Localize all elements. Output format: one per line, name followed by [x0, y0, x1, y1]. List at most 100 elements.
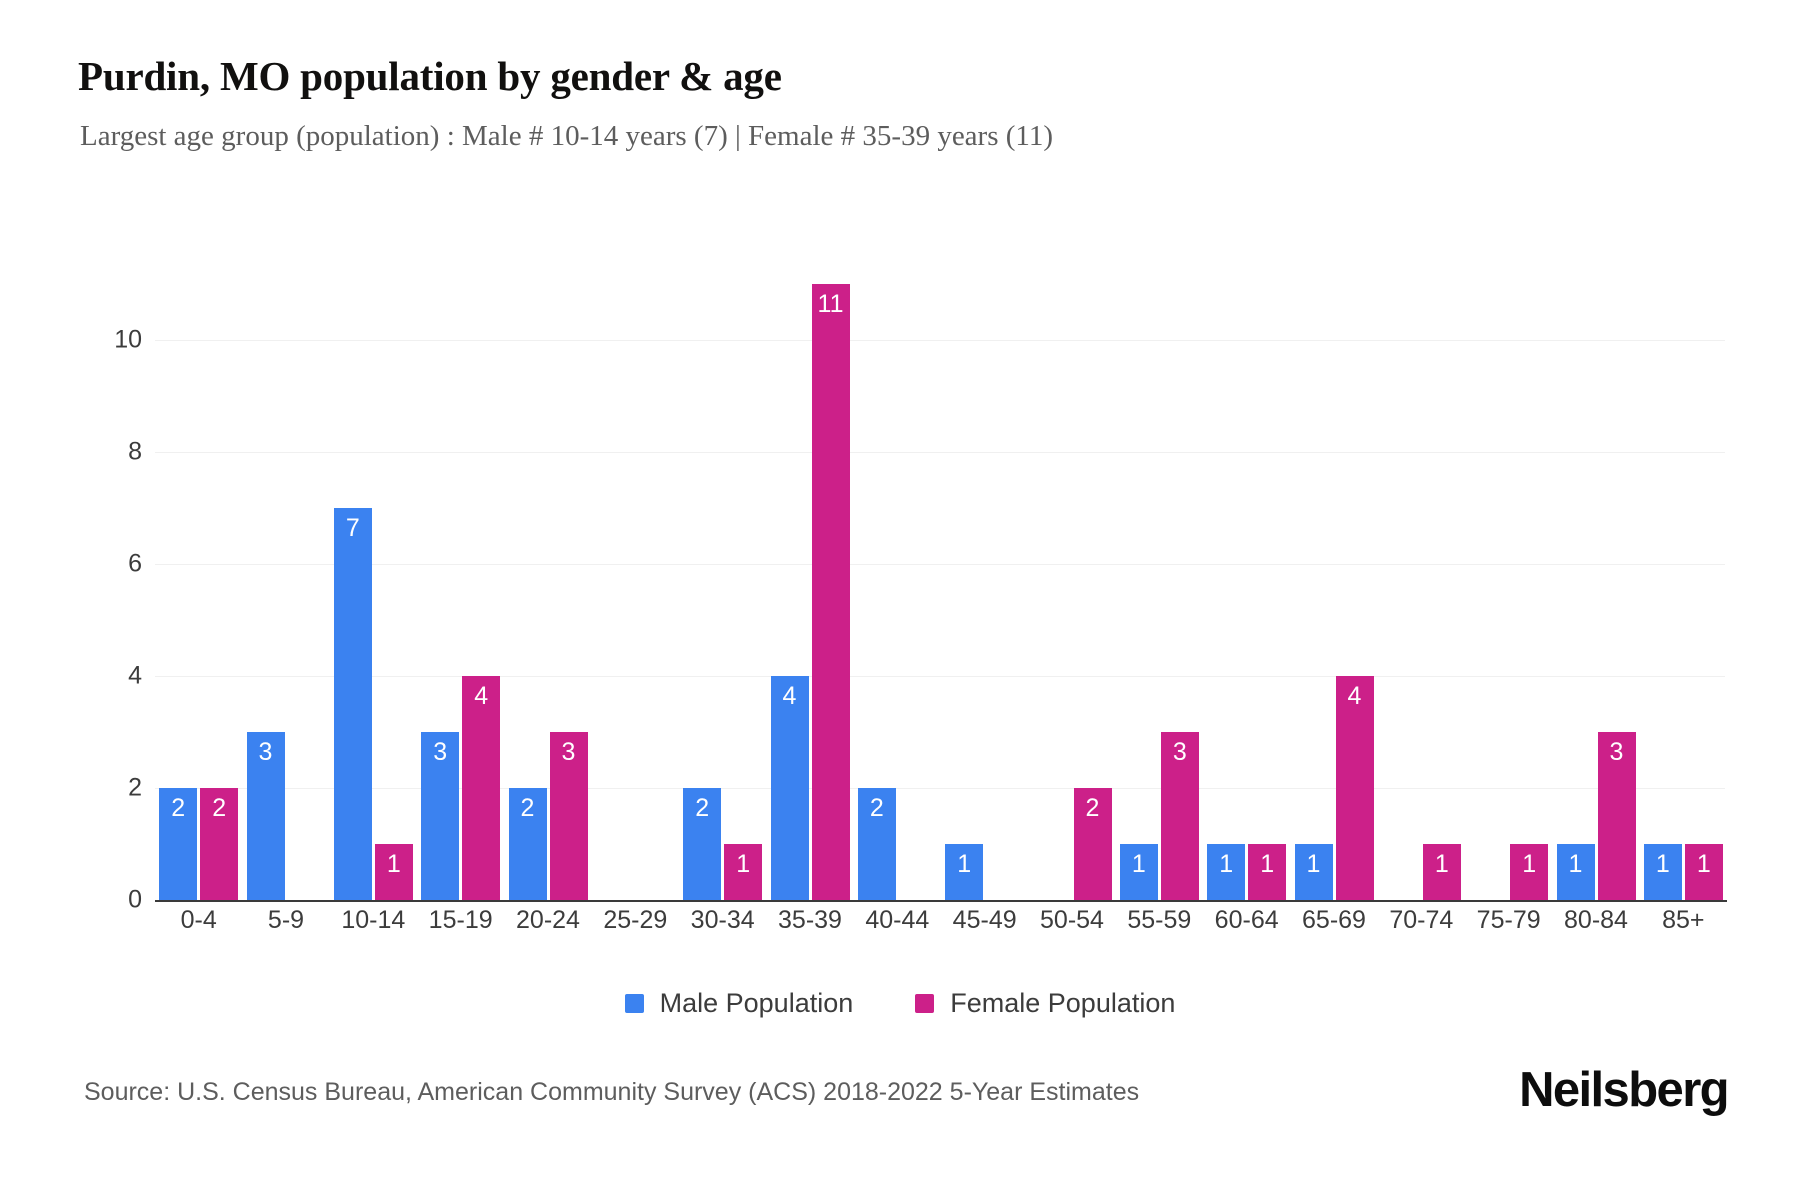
bar-value-label: 7 [345, 513, 360, 542]
legend-item-female[interactable]: Female Population [915, 988, 1175, 1019]
gridline [155, 339, 1725, 341]
bar-value-label: 3 [258, 737, 273, 766]
gridline [155, 563, 1725, 565]
bar-value-label: 1 [957, 849, 972, 878]
bar-value-label: 1 [1306, 849, 1321, 878]
bar-male-45-49[interactable]: 1 [945, 843, 984, 900]
bar-value-label: 4 [782, 681, 797, 710]
x-axis-tick-80-84: 80-84 [1564, 906, 1628, 934]
bar-value-label: 1 [1434, 849, 1449, 878]
x-axis-tick-35-39: 35-39 [778, 906, 842, 934]
x-axis-tick-55-59: 55-59 [1127, 906, 1192, 934]
gridline [155, 675, 1725, 677]
bar-male-35-39[interactable]: 4 [770, 675, 809, 900]
bar-value-label: 3 [1172, 737, 1187, 766]
bar-female-75-79[interactable]: 1 [1510, 843, 1549, 900]
bar-female-0-4[interactable]: 2 [200, 787, 239, 900]
y-axis-tick-label: 8 [128, 437, 142, 466]
x-axis-tick-75-79: 75-79 [1476, 906, 1541, 934]
bar-value-label: 1 [1219, 849, 1234, 878]
bar-value-label: 3 [1609, 737, 1624, 766]
male-swatch-icon [624, 994, 644, 1013]
bar-male-40-44[interactable]: 2 [857, 787, 896, 900]
bar-value-label: 1 [1260, 849, 1275, 878]
x-axis-tick-45-49: 45-49 [952, 906, 1017, 934]
bar-value-label: 4 [1347, 681, 1362, 710]
bar-female-30-34[interactable]: 1 [724, 843, 763, 900]
legend-label-male: Male Population [659, 988, 854, 1018]
bar-female-65-69[interactable]: 4 [1335, 675, 1374, 900]
x-axis-tick-15-19: 15-19 [428, 906, 493, 934]
x-axis-tick-85+: 85+ [1662, 906, 1705, 934]
legend-item-male[interactable]: Male Population [624, 988, 854, 1019]
bar-male-15-19[interactable]: 3 [421, 731, 460, 900]
bar-value-label: 3 [561, 737, 576, 766]
y-axis-tick-label: 0 [128, 885, 142, 914]
bar-female-10-14[interactable]: 1 [374, 843, 413, 900]
bar-value-label: 11 [817, 289, 844, 318]
y-axis-tick-label: 10 [114, 325, 142, 354]
bar-female-70-74[interactable]: 1 [1422, 843, 1461, 900]
y-axis-tick-label: 2 [128, 773, 142, 802]
legend-label-female: Female Population [950, 988, 1176, 1018]
x-axis-tick-30-34: 30-34 [690, 906, 755, 934]
gridline [155, 451, 1725, 453]
bar-value-label: 1 [1522, 849, 1537, 878]
bar-female-55-59[interactable]: 3 [1160, 731, 1199, 900]
x-axis-tick-10-14: 10-14 [341, 906, 406, 934]
bar-female-20-24[interactable]: 3 [549, 731, 588, 900]
bar-value-label: 2 [212, 793, 227, 822]
bar-value-label: 2 [869, 793, 884, 822]
bar-value-label: 2 [171, 793, 186, 822]
bar-male-80-84[interactable]: 1 [1556, 843, 1595, 900]
bar-value-label: 1 [1131, 849, 1146, 878]
bar-male-10-14[interactable]: 7 [333, 507, 372, 900]
bar-male-85+[interactable]: 1 [1643, 843, 1682, 900]
bar-male-60-64[interactable]: 1 [1207, 843, 1246, 900]
bar-male-30-34[interactable]: 2 [683, 787, 722, 900]
x-axis-tick-60-64: 60-64 [1214, 906, 1279, 934]
chart-legend: Male Population Female Population [0, 988, 1800, 1019]
x-axis-tick-5-9: 5-9 [267, 906, 305, 934]
bar-male-55-59[interactable]: 1 [1119, 843, 1158, 900]
brand-logo: Neilsberg [1519, 1063, 1730, 1117]
bar-female-85+[interactable]: 1 [1684, 843, 1723, 900]
x-axis-tick-20-24: 20-24 [516, 906, 580, 934]
gridline [155, 787, 1725, 789]
bar-female-60-64[interactable]: 1 [1248, 843, 1287, 900]
bar-female-15-19[interactable]: 4 [462, 675, 501, 900]
bar-value-label: 3 [433, 737, 448, 766]
bar-female-50-54[interactable]: 2 [1073, 787, 1112, 900]
x-axis-tick-25-29: 25-29 [603, 906, 668, 934]
y-axis-tick-label: 6 [128, 549, 142, 578]
x-axis-tick-50-54: 50-54 [1040, 906, 1104, 934]
bar-female-80-84[interactable]: 3 [1597, 731, 1636, 900]
source-note: Source: U.S. Census Bureau, American Com… [84, 1078, 1140, 1106]
page-title: Purdin, MO population by gender & age [78, 53, 782, 99]
bar-value-label: 4 [474, 681, 489, 710]
bar-value-label: 1 [736, 849, 751, 878]
x-axis-tick-70-74: 70-74 [1389, 906, 1454, 934]
bar-female-35-39[interactable]: 11 [811, 283, 850, 900]
bar-value-label: 1 [1568, 849, 1583, 878]
bar-value-label: 1 [1655, 849, 1670, 878]
bar-value-label: 1 [386, 849, 401, 878]
bar-male-5-9[interactable]: 3 [246, 731, 285, 900]
x-axis-tick-40-44: 40-44 [865, 906, 930, 934]
bar-male-65-69[interactable]: 1 [1294, 843, 1333, 900]
bar-value-label: 2 [1085, 793, 1100, 822]
x-axis-tick-0-4: 0-4 [180, 906, 217, 934]
x-axis-line [155, 900, 1727, 902]
y-axis-tick-label: 4 [128, 661, 142, 690]
x-axis-tick-65-69: 65-69 [1302, 906, 1366, 934]
female-swatch-icon [915, 994, 935, 1013]
bar-male-20-24[interactable]: 2 [508, 787, 547, 900]
page-subtitle: Largest age group (population) : Male # … [80, 120, 1053, 152]
bar-value-label: 2 [695, 793, 710, 822]
bar-value-label: 1 [1696, 849, 1711, 878]
bar-male-0-4[interactable]: 2 [159, 787, 198, 900]
bar-value-label: 2 [520, 793, 535, 822]
